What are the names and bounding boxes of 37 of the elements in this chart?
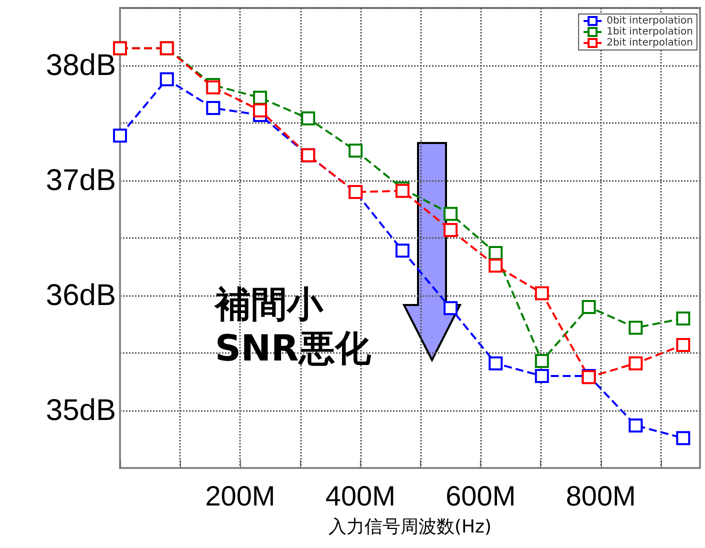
point [206,101,220,116]
point [676,338,690,352]
point [444,222,458,237]
point [253,103,268,118]
point [534,369,549,383]
point [628,418,643,432]
point [444,206,458,221]
y-tick-label: 37dB [46,164,116,197]
point [628,356,643,370]
y-tick-label: 38dB [46,49,116,82]
annotation: 補間小 SNR悪化 [213,284,372,370]
legend-label: 2bit interpolation [606,38,694,48]
y-tick-label: 36dB [46,279,116,312]
point [488,258,503,273]
legend-label: 0bit interpolation [606,16,694,26]
point [676,431,690,446]
point [348,144,363,158]
x-tick-label: 200M [205,480,276,512]
point [534,286,549,300]
x-tick-label: 600M [446,480,516,512]
point [160,72,174,86]
point [301,111,316,126]
x-tick-label: 800M [566,480,636,512]
x-axis-title: 入力信号周波数(Hz) [328,516,492,538]
point [444,301,458,316]
legend-label: 1bit interpolation [606,26,694,38]
point [395,244,410,258]
point [582,300,596,314]
y-tick-label: 35dB [46,394,116,427]
point [253,90,268,105]
x-tick-label: 400M [325,480,396,512]
point [534,354,549,368]
point [488,246,503,260]
point [628,320,643,335]
point [676,312,690,326]
point [113,128,127,143]
point [488,356,503,370]
